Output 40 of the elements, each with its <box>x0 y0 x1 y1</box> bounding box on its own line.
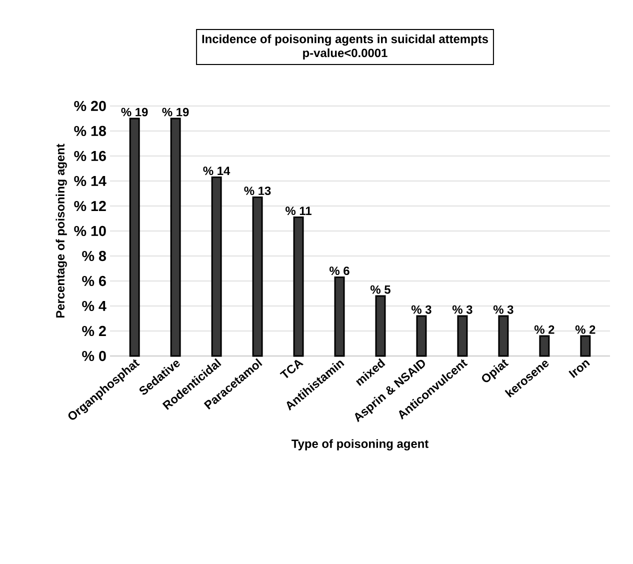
y-tick-label: % 18 <box>74 126 106 136</box>
y-tick-label: % 4 <box>82 300 106 312</box>
data-label: % 14 <box>203 166 230 176</box>
data-label: % 13 <box>244 186 271 196</box>
bar <box>416 315 427 357</box>
x-tick-label: Iron <box>568 360 590 378</box>
y-tick-label: % 20 <box>74 100 106 112</box>
y-tick-label: % 6 <box>82 276 106 286</box>
y-tick-label: % 8 <box>82 250 106 262</box>
data-label: % 3 <box>411 305 432 314</box>
y-tick-label: % 0 <box>82 350 106 362</box>
bar <box>211 176 222 357</box>
bar <box>580 335 591 357</box>
bar <box>457 315 468 357</box>
bar <box>170 118 181 357</box>
y-tick-label: % 16 <box>74 150 106 162</box>
data-label: % 11 <box>286 206 312 216</box>
data-label: % 3 <box>493 305 514 314</box>
y-axis-title: Percentage of poisoning agent <box>56 144 67 318</box>
data-label: % 2 <box>575 325 596 334</box>
bar <box>129 118 140 357</box>
data-label: % 5 <box>370 285 390 294</box>
data-label: % 2 <box>534 325 554 334</box>
data-label: % 19 <box>121 108 148 116</box>
bar <box>375 295 386 357</box>
bar <box>498 315 509 357</box>
data-label: % 19 <box>162 108 189 116</box>
x-axis-title: Type of poisoning agent <box>292 439 428 450</box>
data-label: % 3 <box>452 305 472 314</box>
data-label: % 6 <box>330 266 350 276</box>
y-tick-label: % 12 <box>74 200 106 212</box>
y-tick-label: % 10 <box>74 226 106 236</box>
bar <box>334 276 345 357</box>
chart-title: Incidence of poisoning agents in suicidal attempts <box>202 34 488 46</box>
bar <box>252 196 263 357</box>
y-tick-label: % 2 <box>82 326 106 336</box>
chart-subtitle: p-value<0.0001 <box>303 48 388 60</box>
bar <box>293 216 304 357</box>
y-tick-label: % 14 <box>74 176 106 186</box>
bar <box>539 335 550 357</box>
